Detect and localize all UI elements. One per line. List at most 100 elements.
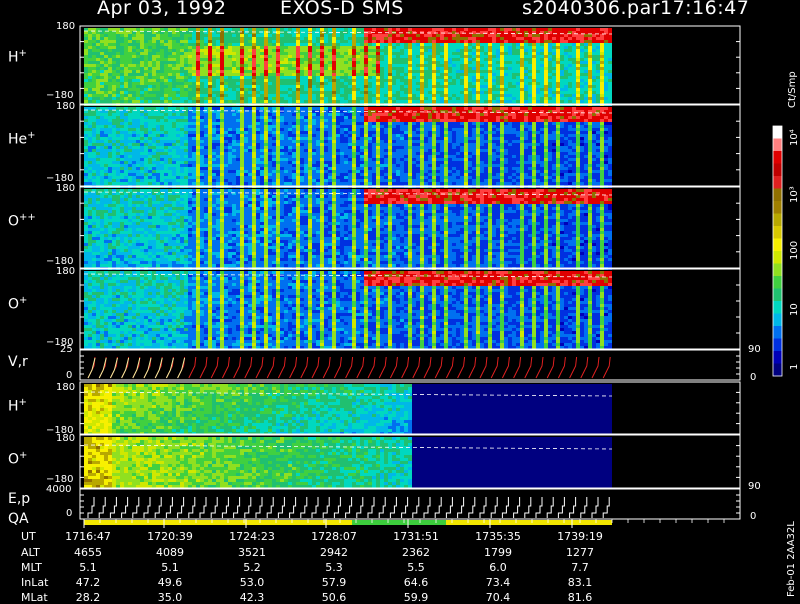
heatmap-cell bbox=[292, 28, 296, 31]
heatmap-cell bbox=[96, 67, 100, 70]
heatmap-cell bbox=[128, 100, 132, 103]
heatmap-cell bbox=[108, 37, 112, 40]
heatmap-cell bbox=[116, 152, 120, 155]
heatmap-cell bbox=[536, 76, 540, 79]
heatmap-cell bbox=[360, 55, 364, 58]
heatmap-cell bbox=[124, 161, 128, 164]
heatmap-cell bbox=[324, 52, 328, 55]
heatmap-cell bbox=[156, 61, 160, 64]
heatmap-cell bbox=[264, 176, 268, 179]
heatmap-cell bbox=[512, 37, 516, 40]
heatmap-cell bbox=[220, 49, 224, 52]
heatmap-cell bbox=[100, 46, 104, 49]
heatmap-cell bbox=[256, 182, 260, 185]
heatmap-cell bbox=[180, 158, 184, 161]
heatmap-cell bbox=[356, 40, 360, 43]
heatmap-cell bbox=[452, 97, 456, 100]
heatmap-cell bbox=[248, 67, 252, 70]
heatmap-cell bbox=[532, 43, 536, 46]
heatmap-cell bbox=[188, 170, 192, 173]
heatmap-cell bbox=[288, 28, 292, 31]
heatmap-cell bbox=[252, 161, 256, 164]
heatmap-cell bbox=[120, 170, 124, 173]
heatmap-cell bbox=[184, 34, 188, 37]
heatmap-cell bbox=[536, 91, 540, 94]
heatmap-cell bbox=[248, 167, 252, 170]
heatmap-cell bbox=[160, 119, 164, 122]
heatmap-cell bbox=[396, 85, 400, 88]
heatmap-cell bbox=[248, 182, 252, 185]
heatmap-cell bbox=[388, 79, 392, 82]
heatmap-cell bbox=[88, 137, 92, 140]
heatmap-cell bbox=[172, 34, 176, 37]
heatmap-cell bbox=[228, 161, 232, 164]
heatmap-cell bbox=[196, 76, 200, 79]
heatmap-cell bbox=[240, 146, 244, 149]
heatmap-cell bbox=[352, 58, 356, 61]
heatmap-cell bbox=[520, 64, 524, 67]
heatmap-cell bbox=[260, 155, 264, 158]
heatmap-cell bbox=[84, 76, 88, 79]
heatmap-cell bbox=[328, 70, 332, 73]
heatmap-cell bbox=[584, 76, 588, 79]
heatmap-cell bbox=[268, 94, 272, 97]
heatmap-cell bbox=[104, 40, 108, 43]
heatmap-cell bbox=[144, 164, 148, 167]
heatmap-cell bbox=[284, 158, 288, 161]
heatmap-cell bbox=[172, 49, 176, 52]
heatmap-cell bbox=[140, 143, 144, 146]
heatmap-cell bbox=[500, 55, 504, 58]
heatmap-cell bbox=[128, 116, 132, 119]
heatmap-cell bbox=[580, 100, 584, 103]
heatmap-cell bbox=[488, 58, 492, 61]
heatmap-cell bbox=[96, 91, 100, 94]
heatmap-cell bbox=[424, 94, 428, 97]
heatmap-cell bbox=[548, 43, 552, 46]
heatmap-cell bbox=[432, 67, 436, 70]
heatmap-cell bbox=[172, 179, 176, 182]
heatmap-cell bbox=[156, 94, 160, 97]
heatmap-cell bbox=[260, 94, 264, 97]
heatmap-cell bbox=[296, 167, 300, 170]
heatmap-cell bbox=[140, 55, 144, 58]
heatmap-cell bbox=[552, 82, 556, 85]
heatmap-cell bbox=[440, 91, 444, 94]
heatmap-cell bbox=[260, 176, 264, 179]
heatmap-cell bbox=[200, 119, 204, 122]
heatmap-cell bbox=[216, 173, 220, 176]
heatmap-cell bbox=[252, 76, 256, 79]
heatmap-cell bbox=[408, 61, 412, 64]
heatmap-cell bbox=[324, 85, 328, 88]
heatmap-cell bbox=[384, 28, 388, 31]
heatmap-cell bbox=[220, 155, 224, 158]
heatmap-cell bbox=[300, 158, 304, 161]
heatmap-cell bbox=[276, 167, 280, 170]
heatmap-cell bbox=[576, 52, 580, 55]
heatmap-cell bbox=[216, 110, 220, 113]
heatmap-cell bbox=[540, 37, 544, 40]
heatmap-cell bbox=[208, 176, 212, 179]
heatmap-cell bbox=[412, 70, 416, 73]
heatmap-cell bbox=[196, 155, 200, 158]
heatmap-cell bbox=[572, 73, 576, 76]
heatmap-cell bbox=[608, 76, 612, 79]
heatmap-cell bbox=[128, 122, 132, 125]
heatmap-cell bbox=[600, 76, 604, 79]
heatmap-cell bbox=[260, 179, 264, 182]
heatmap-cell bbox=[152, 158, 156, 161]
heatmap-cell bbox=[256, 158, 260, 161]
heatmap-cell bbox=[436, 76, 440, 79]
heatmap-cell bbox=[440, 49, 444, 52]
heatmap-cell bbox=[148, 158, 152, 161]
heatmap-cell bbox=[108, 31, 112, 34]
heatmap-cell bbox=[424, 28, 428, 31]
heatmap-cell bbox=[280, 131, 284, 134]
heatmap-cell bbox=[436, 79, 440, 82]
heatmap-cell bbox=[140, 73, 144, 76]
heatmap-cell bbox=[148, 55, 152, 58]
heatmap-cell bbox=[600, 70, 604, 73]
heatmap-cell bbox=[296, 179, 300, 182]
heatmap-cell bbox=[532, 55, 536, 58]
heatmap-cell bbox=[564, 91, 568, 94]
heatmap-cell bbox=[260, 100, 264, 103]
